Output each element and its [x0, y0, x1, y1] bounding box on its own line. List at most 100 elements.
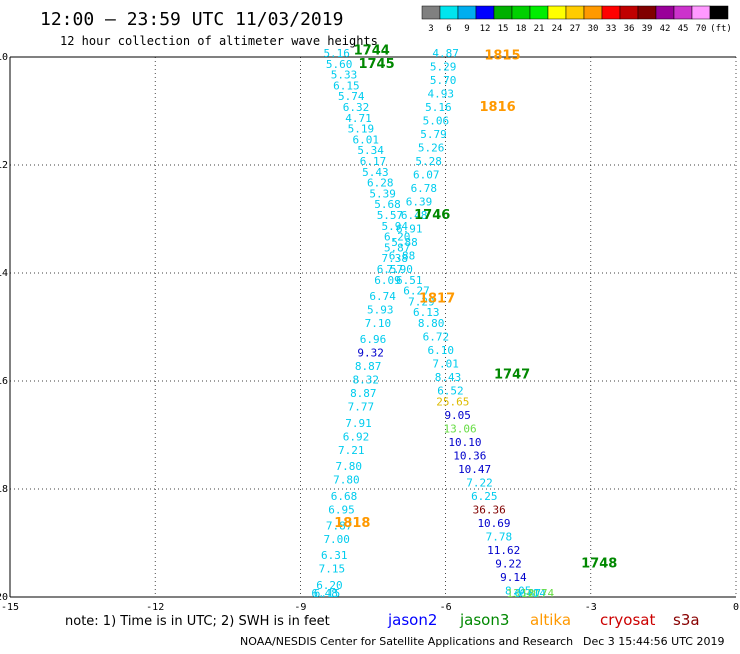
footer-timestamp: Dec 3 15:44:56 UTC 2019 [583, 635, 724, 648]
colorbar-label: 12 [480, 24, 491, 34]
swh-value: 11.62 [487, 544, 520, 557]
swh-value: 6.32 [343, 101, 370, 114]
colorbar-label: 39 [642, 24, 653, 34]
swh-value: 6.96 [360, 333, 387, 346]
colorbar-label: 36 [624, 24, 635, 34]
swh-value: 5.39 [369, 187, 396, 200]
swh-value: 5.19 [348, 123, 375, 136]
swh-value: 6.48 [311, 587, 338, 600]
grid-lines [9, 56, 737, 598]
swh-value: 7.90 [386, 263, 413, 276]
swh-value: 5.93 [367, 304, 394, 317]
swh-value: 7.91 [345, 417, 372, 430]
swh-value: 6.51 [396, 274, 423, 287]
swh-value: 7.22 [466, 476, 493, 489]
swh-value: 6.92 [343, 430, 370, 443]
swh-value: 6.20 [316, 579, 343, 592]
swh-value: 6.28 [367, 177, 394, 190]
swh-value: 5.29 [430, 61, 457, 74]
swh-value: 7.78 [486, 530, 513, 543]
swh-value: 6.95 [328, 503, 355, 516]
colorbar-label: 45 [678, 24, 689, 34]
colorbar-swatch [565, 5, 585, 20]
colorbar-label: 27 [570, 24, 581, 34]
swh-value: 6.01 [352, 133, 379, 146]
swh-value: 8.43 [435, 371, 462, 384]
legend-s3a: s3a [673, 611, 700, 629]
colorbar-swatch [493, 5, 513, 20]
swh-value: 7.15 [319, 563, 346, 576]
colorbar-label: 6 [446, 24, 451, 34]
swh-value: 8.87 [350, 387, 377, 400]
colorbar-swatch [439, 5, 459, 20]
time-label: 1817 [419, 292, 455, 307]
swh-value: 36.36 [473, 503, 506, 516]
swh-value: 7.80 [336, 460, 363, 473]
swh-value: 6.31 [321, 549, 348, 562]
swh-value: 6.74 [369, 290, 396, 303]
swh-value: 7.10 [365, 317, 392, 330]
legend-jason2: jason2 [387, 611, 437, 629]
swh-value: 6.52 [437, 385, 464, 398]
colorbar-label: 9 [464, 24, 469, 34]
chart-title: 12:00 — 23:59 UTC 11/03/2019 [40, 9, 343, 30]
swh-value: 5.70 [430, 74, 457, 87]
footer: note: 1) Time is in UTC; 2) SWH is in fe… [65, 611, 724, 648]
colorbar-label: 15 [498, 24, 509, 34]
colorbar-label: 24 [552, 24, 563, 34]
swh-value: 9.32 [357, 347, 384, 360]
time-label: 1747 [494, 367, 530, 382]
colorbar-label: 33 [606, 24, 617, 34]
swh-value: 8.87 [355, 360, 382, 373]
colorbar-swatch [511, 5, 531, 20]
swh-value: 6.68 [331, 490, 358, 503]
swh-value: 5.26 [418, 142, 445, 155]
colorbar-swatch [619, 5, 639, 20]
swh-value: 25.65 [436, 395, 469, 408]
colorbar-swatch [655, 5, 675, 20]
colorbar-label: 42 [660, 24, 671, 34]
swh-value: 6.88 [389, 250, 416, 263]
swh-value: 9.22 [495, 557, 522, 570]
y-tick-label: -12 [0, 160, 8, 171]
data-points: 5.165.605.336.155.746.324.715.196.015.34… [311, 47, 554, 600]
swh-value: 13.06 [444, 422, 477, 435]
swh-value: 5.79 [420, 128, 447, 141]
swh-value: 5.94 [382, 220, 409, 233]
y-tick-label: -18 [0, 484, 8, 495]
time-label: 1816 [479, 100, 515, 115]
swh-value: 10.69 [477, 517, 510, 530]
swh-value: 6.39 [406, 196, 433, 209]
legend-altika: altika [530, 611, 571, 629]
swh-value: 10.47 [458, 463, 491, 476]
colorbar-swatch [673, 5, 693, 20]
swh-value: 6.48 [401, 209, 428, 222]
swh-value: 9.14 [500, 571, 527, 584]
swh-value: 6.09 [374, 274, 401, 287]
swh-value: 5.06 [423, 115, 450, 128]
swh-value: 7.00 [323, 533, 350, 546]
swh-value: 6.25 [471, 490, 498, 503]
y-tick-label: -20 [0, 592, 8, 603]
colorbar-swatch [709, 5, 729, 20]
x-tick-label: -15 [1, 602, 19, 613]
swh-value: 4.71 [345, 112, 372, 125]
swh-value: 6.15 [333, 79, 360, 92]
colorbar-label: 30 [588, 24, 599, 34]
swh-value: 5.33 [331, 69, 358, 82]
swh-value: 7.80 [333, 474, 360, 487]
swh-value: 8.05 [505, 584, 532, 597]
y-tick-label: -16 [0, 376, 8, 387]
swh-value: 7.77 [348, 401, 375, 414]
swh-value: 8.32 [352, 374, 379, 387]
swh-value: 6.14 [519, 587, 546, 600]
swh-value: 13.40 [506, 587, 539, 600]
legend-jason3: jason3 [459, 611, 509, 629]
swh-value: 9.05 [444, 409, 471, 422]
swh-value: 6.13 [413, 306, 440, 319]
time-label: 1815 [484, 49, 520, 64]
colorbar-swatch [637, 5, 657, 20]
axis-ticks: -15 -12 -9 -6 -3 0 -10 -12 -14 -16 -18 -20 [0, 52, 739, 613]
swh-value: 5.43 [362, 166, 389, 179]
swh-value: 5.87 [384, 241, 411, 254]
